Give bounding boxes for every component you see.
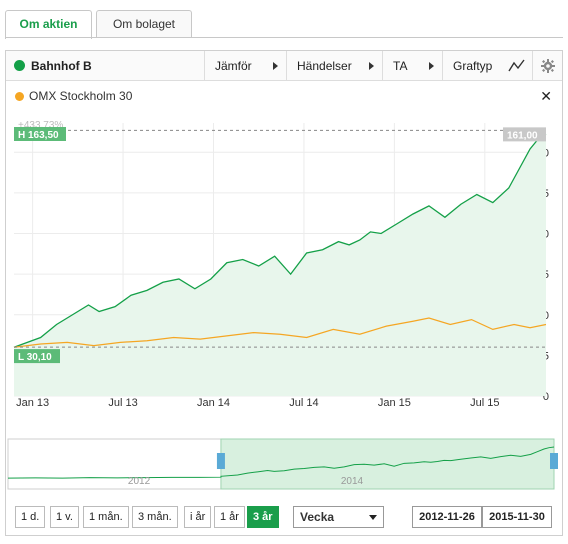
gear-icon xyxy=(541,59,555,73)
navigator-line xyxy=(7,446,555,479)
x-tick-label: Jul 14 xyxy=(289,397,318,408)
range-button-3m[interactable]: 3 mån. xyxy=(132,506,178,528)
settings-button[interactable] xyxy=(532,51,563,81)
x-tick-label: Jul 13 xyxy=(108,397,137,408)
bottom-controls: 1 d. 1 v. 1 mån. 3 mån. i år 1 år 3 år V… xyxy=(0,506,568,530)
interval-value: Vecka xyxy=(300,510,335,524)
range-button-1m[interactable]: 1 mån. xyxy=(83,506,129,528)
stock-area xyxy=(14,134,546,396)
events-button[interactable]: Händelser xyxy=(286,51,382,81)
graph-type-button[interactable]: Graftyp xyxy=(442,51,532,81)
compare-button[interactable]: Jämför xyxy=(204,51,286,81)
range-navigator[interactable]: 2012 2014 xyxy=(6,437,562,491)
compare-label: Jämför xyxy=(215,59,252,73)
date-from-input[interactable]: 2012-11-26 xyxy=(412,506,482,528)
comparison-legend: OMX Stockholm 30 xyxy=(15,82,132,110)
tab-om-bolaget[interactable]: Om bolaget xyxy=(96,10,192,38)
triangle-right-icon xyxy=(273,62,278,70)
chevron-down-icon xyxy=(369,515,377,520)
x-tick-label: Jan 13 xyxy=(16,397,49,408)
x-tick-label: Jul 15 xyxy=(470,397,499,408)
triangle-right-icon xyxy=(429,62,434,70)
stock-line xyxy=(13,133,547,348)
close-icon[interactable]: ✕ xyxy=(540,88,552,104)
index-color-dot xyxy=(15,92,24,101)
ta-button[interactable]: TA xyxy=(382,51,442,81)
comparison-name: OMX Stockholm 30 xyxy=(29,89,133,103)
tab-om-aktien[interactable]: Om aktien xyxy=(5,10,92,39)
index-line xyxy=(13,317,547,348)
navigator-handle-right[interactable] xyxy=(550,453,558,469)
interval-select[interactable]: Vecka xyxy=(293,506,384,528)
events-label: Händelser xyxy=(297,59,352,73)
range-button-1d[interactable]: 1 d. xyxy=(15,506,46,528)
stock-color-dot xyxy=(14,60,25,71)
line-chart-icon xyxy=(508,59,525,72)
x-tick-label: Jan 14 xyxy=(197,397,230,408)
x-tick-label: Jan 15 xyxy=(378,397,411,408)
triangle-right-icon xyxy=(369,62,374,70)
range-button-1y[interactable]: 1 år xyxy=(214,506,245,528)
comparison-row: OMX Stockholm 30 ✕ xyxy=(6,82,562,110)
navigator-year-label: 2012 xyxy=(128,476,151,487)
percent-change-label: +433,73% xyxy=(18,120,63,131)
low-label: L 30,10 xyxy=(18,352,52,363)
high-label: H 163,50 xyxy=(18,130,59,141)
high-badge xyxy=(14,127,66,141)
stock-name: Bahnhof B xyxy=(31,59,92,73)
range-button-1w[interactable]: 1 v. xyxy=(50,506,79,528)
chart-toolbar: Bahnhof B Jämför Händelser TA Graftyp xyxy=(6,51,562,81)
y-tick-label: 0 xyxy=(543,391,549,403)
tab-divider xyxy=(5,37,563,38)
navigator-handle-left[interactable] xyxy=(216,453,225,469)
graph-type-label: Graftyp xyxy=(453,59,493,73)
range-button-3y[interactable]: 3 år xyxy=(247,506,279,528)
navigator-selection xyxy=(220,438,555,490)
ta-label: TA xyxy=(393,59,408,73)
low-badge xyxy=(14,349,60,364)
stock-title: Bahnhof B xyxy=(14,51,92,81)
last-label: 161,00 xyxy=(507,130,538,141)
range-button-ytd[interactable]: i år xyxy=(184,506,212,528)
last-badge xyxy=(503,127,546,142)
navigator-year-label: 2014 xyxy=(341,476,364,487)
date-to-input[interactable]: 2015-11-30 xyxy=(482,506,552,528)
